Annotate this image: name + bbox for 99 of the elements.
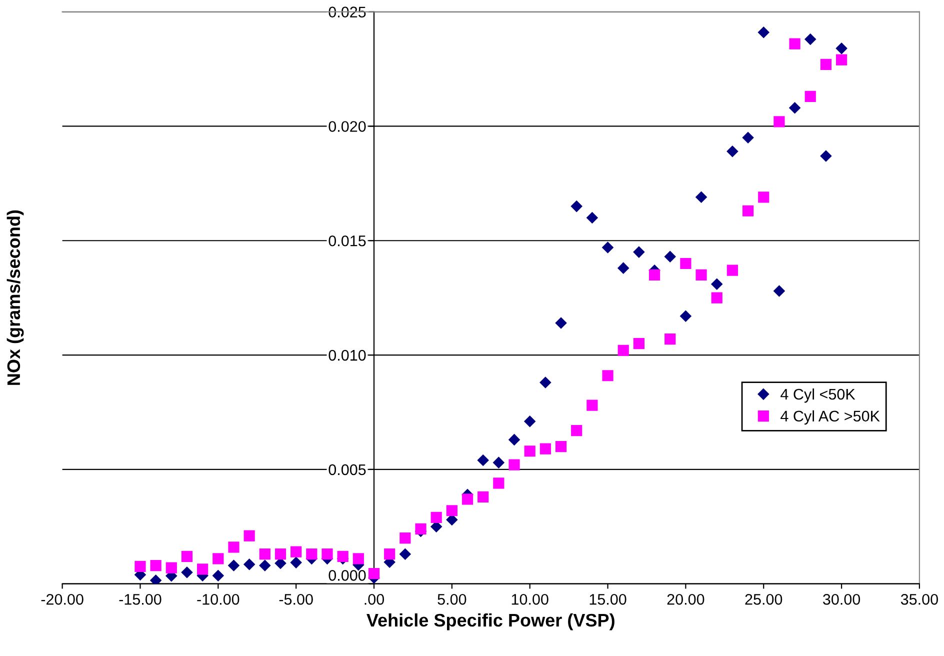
- point: [508, 434, 520, 446]
- point: [836, 54, 848, 66]
- point: [726, 146, 738, 157]
- point: [540, 376, 552, 388]
- x-tick-label: -15.00: [119, 594, 162, 605]
- point: [633, 338, 644, 350]
- point: [774, 285, 785, 297]
- point: [244, 558, 255, 570]
- point: [758, 26, 770, 38]
- point: [259, 560, 271, 572]
- point: [197, 564, 208, 575]
- point: [274, 548, 286, 560]
- point: [711, 278, 722, 290]
- y-tick-label: 0.020: [328, 121, 366, 132]
- point: [478, 491, 489, 502]
- point: [618, 344, 629, 356]
- point: [462, 494, 474, 505]
- y-tick-label: 0.000: [328, 570, 366, 581]
- point: [244, 530, 255, 542]
- point: [337, 550, 348, 562]
- point: [570, 200, 582, 212]
- point: [836, 42, 848, 54]
- point: [758, 192, 770, 203]
- point: [524, 446, 536, 457]
- point: [696, 269, 707, 280]
- y-tick-label: 0.010: [328, 350, 366, 361]
- point: [400, 532, 411, 544]
- x-tick-label: 20.00: [667, 594, 704, 605]
- legend-label: 4 Cyl AC >50K: [780, 410, 880, 425]
- point: [555, 440, 567, 452]
- point: [290, 556, 302, 568]
- point: [352, 553, 364, 564]
- point: [368, 568, 380, 580]
- point: [181, 566, 193, 578]
- point: [680, 258, 692, 270]
- point: [290, 546, 302, 558]
- point: [166, 562, 177, 574]
- point: [804, 34, 816, 45]
- point: [711, 292, 722, 304]
- point: [306, 548, 318, 560]
- y-tick-label: 0.015: [328, 235, 366, 246]
- x-tick-label: 5.00: [438, 594, 466, 605]
- point: [524, 416, 536, 427]
- point: [586, 212, 598, 224]
- x-tick-label: 35.00: [900, 594, 938, 605]
- point: [384, 548, 396, 560]
- x-tick-label: -5.00: [279, 594, 313, 605]
- y-tick-label: 0.005: [328, 464, 366, 476]
- point: [228, 560, 240, 572]
- point: [571, 424, 582, 436]
- x-tick-label: -10.00: [197, 594, 240, 605]
- point: [400, 548, 411, 560]
- point: [696, 192, 707, 203]
- point: [602, 242, 614, 254]
- point: [586, 400, 598, 411]
- point: [493, 456, 504, 468]
- y-tick-label: 0.025: [328, 6, 366, 18]
- point: [212, 570, 224, 582]
- point: [508, 459, 520, 470]
- point: [212, 553, 224, 564]
- x-axis-title: Vehicle Specific Power (VSP): [366, 613, 614, 630]
- point: [804, 90, 816, 102]
- x-tick-label: 25.00: [745, 594, 782, 605]
- point: [789, 102, 800, 114]
- point: [446, 505, 458, 516]
- point: [633, 246, 645, 258]
- y-axis-title: NOx (grams/second): [6, 210, 24, 385]
- point: [228, 542, 240, 553]
- point: [820, 150, 832, 162]
- point: [540, 443, 551, 454]
- point: [680, 310, 692, 322]
- point: [774, 116, 785, 128]
- point: [742, 205, 754, 216]
- point: [602, 370, 614, 382]
- point: [134, 560, 146, 572]
- legend-label: 4 Cyl <50K: [780, 388, 856, 403]
- point: [150, 560, 162, 572]
- point: [664, 333, 676, 345]
- point: [430, 512, 442, 524]
- point: [664, 251, 676, 262]
- point: [742, 132, 754, 144]
- point: [493, 478, 504, 489]
- point: [415, 523, 426, 534]
- point: [648, 269, 660, 280]
- x-tick-label: 15.00: [590, 594, 626, 605]
- x-tick-label: .00: [364, 594, 384, 605]
- point: [618, 262, 629, 274]
- point: [259, 548, 270, 560]
- point: [181, 550, 193, 562]
- point: [322, 548, 333, 560]
- point: [789, 38, 800, 50]
- x-tick-label: 30.00: [823, 594, 860, 605]
- point: [555, 317, 567, 329]
- point: [820, 58, 832, 70]
- point: [477, 454, 489, 466]
- point: [150, 574, 162, 584]
- point: [726, 264, 738, 276]
- x-tick-label: 10.00: [512, 594, 548, 605]
- x-tick-label: -20.00: [41, 594, 84, 605]
